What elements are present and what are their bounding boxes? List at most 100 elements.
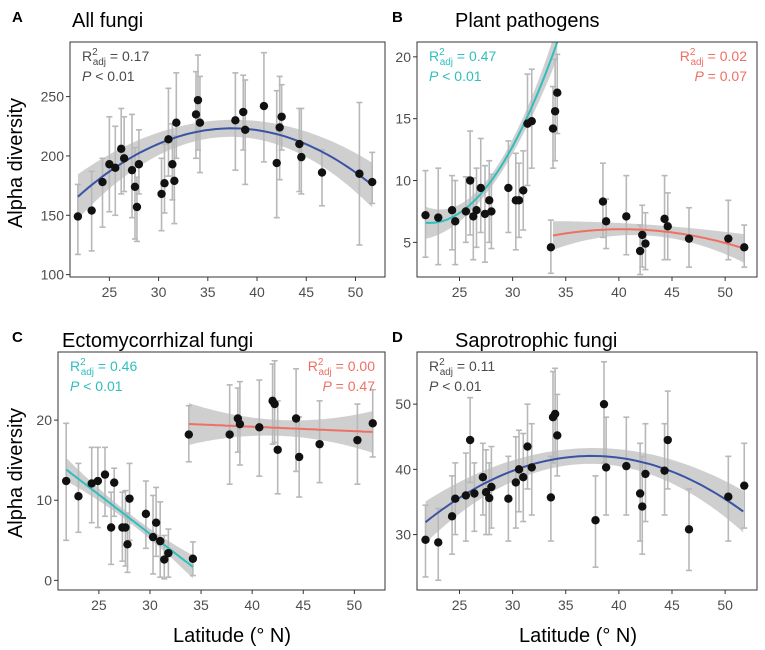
p-value-label: P < 0.01 <box>82 68 135 84</box>
data-point <box>638 230 647 240</box>
y-tick-label: 15 <box>395 111 411 127</box>
y-tick-label: 150 <box>41 207 65 223</box>
panel-title: All fungi <box>72 10 143 32</box>
data-point <box>141 509 151 519</box>
data-point <box>519 186 528 195</box>
y-tick-label: 20 <box>395 49 411 65</box>
x-tick-label: 50 <box>348 284 364 300</box>
data-point <box>315 439 324 449</box>
y-tick-label: 20 <box>36 412 52 428</box>
stat-annotation: R2 adj = 0.46P < 0.01 <box>70 357 137 394</box>
data-point <box>546 243 556 252</box>
fit-line-overall <box>424 454 744 523</box>
data-point <box>480 209 490 219</box>
data-point <box>519 472 528 482</box>
y-axis-label-top: Alpha diversity <box>5 98 27 228</box>
data-point <box>160 555 169 564</box>
x-tick-label: 50 <box>717 597 733 613</box>
data-point <box>523 442 532 451</box>
data-point <box>601 463 611 472</box>
plot-area <box>421 42 749 276</box>
confidence-band-overall <box>77 119 373 219</box>
panel-title: Saprotrophic fungi <box>455 330 617 352</box>
panel-d: D Saprotrophic fungi 30 40 50 25 30 35 40 45 50 R2 a… <box>392 329 758 613</box>
panel-a: A All fungi 100 150 200 250 25 30 35 40 45 50 R2 adj … <box>12 9 386 300</box>
data-point <box>297 152 306 162</box>
r2-label: R2 adj = 0.17 <box>82 47 149 68</box>
data-point <box>239 107 248 117</box>
x-axis-label-right: Latitude (° N) <box>519 625 637 647</box>
x-tick-label: 40 <box>249 284 265 300</box>
data-point <box>272 158 281 168</box>
data-point <box>511 478 521 487</box>
data-point <box>434 213 443 222</box>
error-bar <box>94 446 101 529</box>
fit-line-south <box>425 42 559 224</box>
y-tick-label: 100 <box>41 267 65 283</box>
p-value-label: P < 0.01 <box>429 68 482 84</box>
y-tick-label: 0 <box>44 572 52 588</box>
data-point <box>291 414 301 423</box>
data-point <box>635 489 645 498</box>
stat-annotation: R2 adj = 0.02P = 0.07 <box>680 47 747 84</box>
data-point <box>148 532 158 542</box>
data-point <box>451 494 460 503</box>
x-tick-label: 50 <box>717 284 733 300</box>
data-point <box>622 212 631 221</box>
data-point <box>504 183 513 193</box>
data-point <box>184 430 193 439</box>
data-point <box>461 491 471 500</box>
p-value-label: P = 0.47 <box>322 378 375 394</box>
r2-label: R2 adj = 0.47 <box>429 47 496 68</box>
error-bar <box>173 72 180 160</box>
data-point <box>469 212 478 221</box>
data-point <box>119 154 129 163</box>
data-point <box>157 189 166 199</box>
error-bar <box>725 199 732 261</box>
panel-title: Plant pathogens <box>455 10 600 32</box>
data-point <box>277 112 286 121</box>
panel-frame <box>416 41 758 278</box>
x-tick-label: 40 <box>611 597 627 613</box>
data-point <box>294 452 304 462</box>
y-tick-label: 10 <box>36 492 52 508</box>
data-point <box>106 523 116 532</box>
data-point <box>660 466 669 475</box>
data-point <box>121 523 130 532</box>
data-point <box>193 95 203 105</box>
stat-annotation: R2 adj = 0.00P = 0.47 <box>308 357 375 394</box>
data-point <box>255 423 264 432</box>
stat-annotation: R2 adj = 0.47P < 0.01 <box>429 47 496 84</box>
panel-b: B Plant pathogens 5 10 15 20 25 30 35 40 45 50 R2 adj… <box>392 9 758 300</box>
data-point <box>684 234 694 243</box>
data-point <box>98 177 107 187</box>
data-point <box>447 512 457 521</box>
data-point <box>465 435 475 445</box>
x-tick-label: 25 <box>91 597 107 613</box>
data-point <box>472 206 481 215</box>
x-tick-label: 25 <box>102 284 118 300</box>
error-bar <box>298 107 305 195</box>
data-point <box>447 206 457 215</box>
data-point <box>87 206 96 215</box>
data-point <box>123 540 132 549</box>
panel-letter: D <box>392 329 403 346</box>
r2-label: R2 adj = 0.11 <box>429 357 495 378</box>
data-point <box>231 116 240 125</box>
x-axis-label-left: Latitude (° N) <box>173 625 291 647</box>
r2-label: R2 adj = 0.02 <box>680 47 747 68</box>
data-point <box>421 535 430 544</box>
data-point <box>172 118 181 127</box>
data-point <box>270 399 279 409</box>
data-point <box>259 101 269 111</box>
data-point <box>591 516 600 525</box>
p-value-label: P < 0.01 <box>429 378 482 394</box>
y-tick-label: 40 <box>395 461 411 477</box>
data-point <box>151 518 161 527</box>
y-tick-label: 5 <box>403 234 411 250</box>
data-point <box>635 246 645 256</box>
data-point <box>461 207 471 216</box>
data-point <box>74 492 83 501</box>
data-point <box>191 110 201 119</box>
data-point <box>434 538 443 547</box>
